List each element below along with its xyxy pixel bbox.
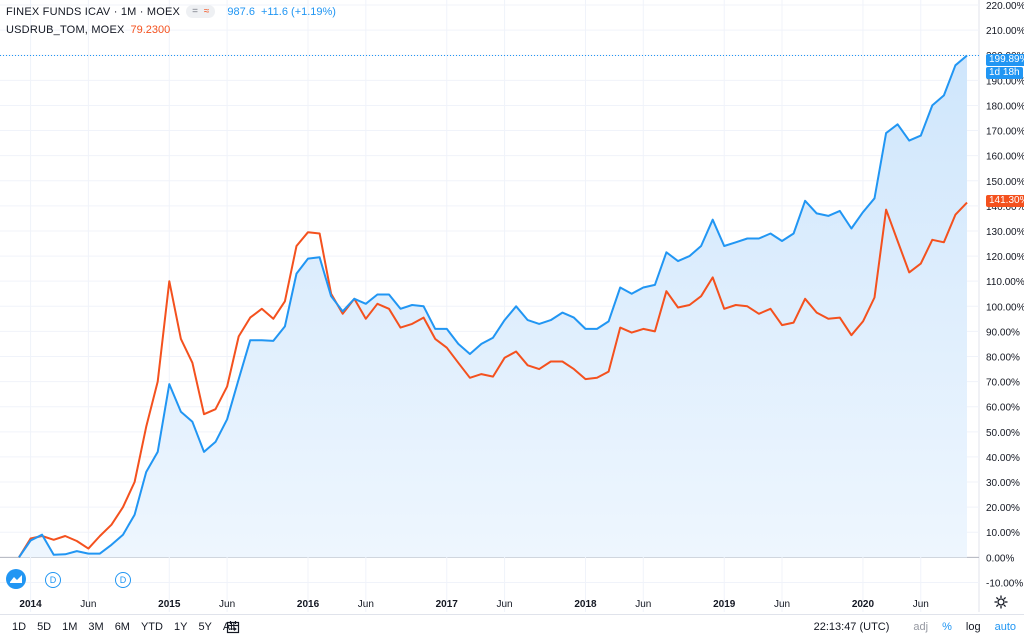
y-tick-label: 160.00% bbox=[986, 152, 1024, 163]
x-tick-label: 2015 bbox=[158, 599, 181, 610]
y-tick-label: -10.00% bbox=[986, 578, 1023, 589]
y-tick-label: 60.00% bbox=[986, 403, 1020, 414]
series-badges[interactable]: = ≈ bbox=[186, 5, 216, 18]
legend-primary: FINEX FUNDS ICAV · 1M · MOEX = ≈ 987.6 +… bbox=[6, 5, 336, 18]
x-tick-label: Jun bbox=[635, 599, 651, 610]
bottom-toolbar: 1D 5D 1M 3M 6M YTD 1Y 5Y All 22:13:47 (U… bbox=[0, 614, 1024, 640]
y-tick-label: 130.00% bbox=[986, 227, 1024, 238]
y-tick-label: 40.00% bbox=[986, 453, 1020, 464]
y-tick-label: 180.00% bbox=[986, 101, 1024, 112]
legend-compare: USDRUB_TOM, MOEX 79.2300 bbox=[6, 24, 170, 36]
badge-a: = bbox=[192, 6, 198, 17]
y-tick-label: 80.00% bbox=[986, 352, 1020, 363]
symbol-label[interactable]: FINEX FUNDS ICAV · 1M · MOEX bbox=[6, 5, 181, 18]
range-5y[interactable]: 5Y bbox=[198, 621, 212, 633]
log-toggle[interactable]: log bbox=[965, 621, 981, 633]
compare-value: 79.2300 bbox=[130, 24, 171, 36]
compare-series-line bbox=[18, 201, 968, 558]
dividend-marker[interactable]: D bbox=[45, 572, 61, 588]
range-1y[interactable]: 1Y bbox=[173, 621, 188, 633]
x-tick-label: 2014 bbox=[19, 599, 42, 610]
dividend-marker[interactable]: D bbox=[115, 572, 131, 588]
x-tick-label: 2016 bbox=[297, 599, 320, 610]
y-tick-label: 0.00% bbox=[986, 553, 1014, 564]
y-tick-label: 100.00% bbox=[986, 302, 1024, 313]
primary-area bbox=[19, 55, 967, 558]
y-tick-label: 210.00% bbox=[986, 26, 1024, 37]
compare-pct-tag: 141.30% bbox=[986, 195, 1024, 207]
x-tick-label: Jun bbox=[774, 599, 790, 610]
primary-value: 987.6 bbox=[227, 5, 255, 18]
adj-toggle[interactable]: adj bbox=[913, 621, 929, 633]
compare-label[interactable]: USDRUB_TOM, MOEX bbox=[6, 24, 125, 36]
y-tick-label: 10.00% bbox=[986, 528, 1020, 539]
primary-series-line bbox=[18, 54, 968, 558]
y-tick-label: 140.00% bbox=[986, 202, 1024, 213]
countdown-tag: 1d 18h bbox=[986, 67, 1023, 79]
percent-toggle[interactable]: % bbox=[942, 621, 952, 633]
clock-time[interactable]: 22:13:47 (UTC) bbox=[813, 621, 890, 633]
y-tick-label: 110.00% bbox=[986, 277, 1024, 288]
calendar-icon[interactable] bbox=[226, 620, 240, 634]
y-tick-label: 20.00% bbox=[986, 503, 1020, 514]
y-tick-label: 70.00% bbox=[986, 378, 1020, 389]
price-chart[interactable]: -10.00% 0.00% 10.00% 20.00% 30.00% 40.00% 50.0… bbox=[0, 0, 1024, 612]
range-all[interactable]: All bbox=[222, 621, 236, 633]
x-tick-label: 2017 bbox=[436, 599, 459, 610]
y-tick-label: 170.00% bbox=[986, 127, 1024, 138]
x-tick-label: 2019 bbox=[713, 599, 736, 610]
range-1d[interactable]: 1D bbox=[12, 621, 27, 633]
range-ytd[interactable]: YTD bbox=[140, 621, 163, 633]
range-5d[interactable]: 5D bbox=[37, 621, 52, 633]
auto-toggle[interactable]: auto bbox=[994, 621, 1016, 633]
bottom-right-controls: 22:13:47 (UTC) adj % log auto bbox=[800, 621, 1024, 633]
tradingview-logo-icon[interactable] bbox=[6, 569, 26, 589]
x-tick-label: 2020 bbox=[852, 599, 875, 610]
y-tick-label: 190.00% bbox=[986, 76, 1024, 87]
y-tick-label: 30.00% bbox=[986, 478, 1020, 489]
range-1m[interactable]: 1M bbox=[62, 621, 78, 633]
y-tick-label: 150.00% bbox=[986, 177, 1024, 188]
x-tick-label: Jun bbox=[219, 599, 235, 610]
primary-pct-tag: 199.89% bbox=[986, 54, 1024, 66]
x-tick-label: 2018 bbox=[574, 599, 597, 610]
badge-b: ≈ bbox=[203, 6, 210, 17]
x-tick-label: Jun bbox=[496, 599, 512, 610]
x-tick-label: Jun bbox=[80, 599, 96, 610]
settings-gear-icon[interactable] bbox=[993, 594, 1009, 610]
y-tick-label: 120.00% bbox=[986, 252, 1024, 263]
y-tick-label: 50.00% bbox=[986, 428, 1020, 439]
y-tick-label: 90.00% bbox=[986, 327, 1020, 338]
chart-area[interactable]: -10.00% 0.00% 10.00% 20.00% 30.00% 40.00% 50.0… bbox=[0, 0, 1024, 612]
range-3m[interactable]: 3M bbox=[88, 621, 104, 633]
x-tick-label: Jun bbox=[358, 599, 374, 610]
primary-change: +11.6 (+1.19%) bbox=[260, 5, 336, 18]
y-tick-label: 220.00% bbox=[986, 1, 1024, 12]
date-range-selector: 1D 5D 1M 3M 6M YTD 1Y 5Y All bbox=[12, 621, 246, 633]
x-tick-label: Jun bbox=[913, 599, 929, 610]
range-6m[interactable]: 6M bbox=[114, 621, 130, 633]
